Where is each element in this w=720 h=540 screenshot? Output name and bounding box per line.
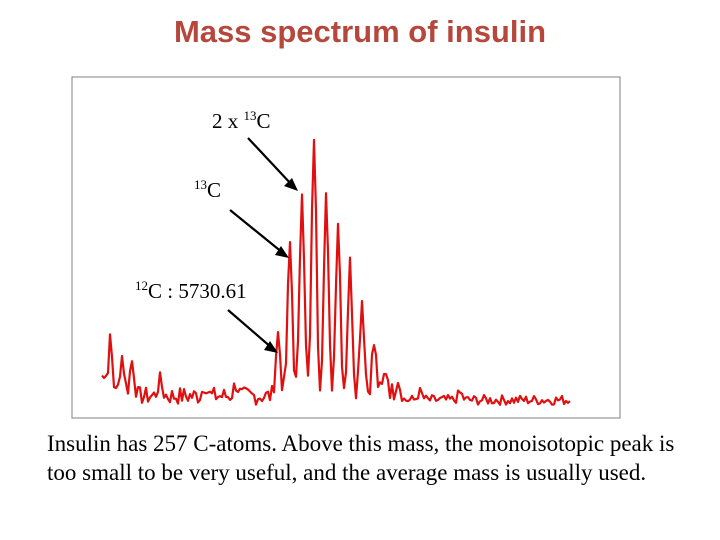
- arrow-13c-line: [229, 209, 284, 254]
- annotation-12c: 12C : 5730.61: [135, 278, 247, 303]
- spectrum-trace: [101, 138, 571, 406]
- arrow-13c-head: [275, 246, 289, 258]
- arrow-12c-line: [227, 309, 273, 349]
- arrow-12c-head: [264, 341, 278, 353]
- annotation-arrows: [227, 137, 298, 353]
- annotation-2x13c-iso: 13: [244, 108, 257, 123]
- plot-frame: [71, 76, 621, 419]
- annotation-2x13c: 2 x 13C: [212, 108, 271, 133]
- annotation-12c-text: C : 5730.61: [148, 279, 247, 303]
- annotation-2x13c-prefix: 2 x: [212, 109, 244, 133]
- annotation-13c: 13C: [194, 177, 221, 202]
- annotation-12c-iso: 12: [135, 278, 148, 293]
- arrow-2x13c-line: [247, 137, 293, 186]
- slide-title: Mass spectrum of insulin: [173, 14, 547, 49]
- annotation-2x13c-text: C: [257, 109, 271, 133]
- annotation-13c-text: C: [207, 178, 221, 202]
- arrow-2x13c-head: [284, 178, 298, 191]
- annotation-13c-iso: 13: [194, 177, 207, 192]
- slide-caption: Insulin has 257 C-atoms. Above this mass…: [47, 431, 675, 485]
